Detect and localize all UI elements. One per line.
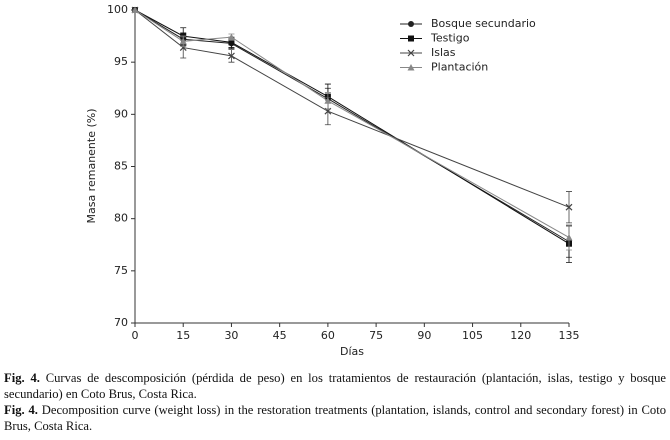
series-line	[134, 9, 570, 243]
point	[228, 39, 235, 46]
x-tick-label: 30	[224, 329, 238, 342]
caption-es: Fig. 4. Curvas de descomposición (pérdid…	[4, 370, 666, 402]
point	[179, 44, 187, 51]
legend-label: Bosque secundario	[431, 17, 536, 30]
y-tick-label: 70	[114, 316, 128, 329]
x-tick-label: 15	[176, 329, 190, 342]
point	[565, 203, 573, 211]
point	[324, 97, 332, 104]
legend-label: Testigo	[430, 32, 470, 45]
y-tick-label: 80	[114, 212, 128, 225]
caption-text: Decomposition curve (weight loss) in the…	[4, 403, 666, 433]
x-tick-label: 0	[132, 329, 139, 342]
caption-text: Curvas de descomposición (pérdida de pes…	[4, 371, 666, 401]
caption: Fig. 4. Curvas de descomposición (pérdid…	[4, 370, 666, 434]
x-tick-label: 120	[510, 329, 531, 342]
chart: Masa remanente (%) Días 70 75 80 85 90 95 100 0…	[85, 3, 580, 358]
point	[228, 52, 235, 60]
x-tick-label: 135	[559, 329, 580, 342]
point	[407, 49, 415, 57]
x-tick-label: 105	[462, 329, 483, 342]
x-tick-label: 45	[273, 329, 287, 342]
x-tick-label: 90	[417, 329, 431, 342]
caption-en: Fig. 4. Decomposition curve (weight loss…	[4, 402, 666, 434]
legend-label: Islas	[431, 46, 456, 59]
series-line	[134, 9, 570, 245]
caption-label: Fig. 4.	[4, 371, 40, 385]
y-tick-label: 90	[114, 107, 128, 120]
y-tick-label: 75	[114, 264, 128, 277]
x-tick-label: 75	[369, 329, 383, 342]
caption-label: Fig. 4.	[4, 403, 38, 417]
point	[565, 233, 573, 241]
y-tick-label: 85	[114, 160, 128, 173]
y-axis-label: Masa remanente (%)	[85, 108, 98, 223]
x-tick-label: 60	[321, 329, 335, 342]
point	[227, 33, 235, 41]
point	[408, 35, 414, 42]
point	[131, 6, 139, 13]
x-axis-label: Días	[340, 345, 364, 358]
y-tick-label: 100	[107, 3, 128, 16]
point	[408, 21, 414, 27]
y-tick-label: 95	[114, 55, 128, 68]
point	[179, 37, 187, 45]
legend-label: Plantación	[431, 61, 488, 74]
point	[407, 64, 415, 71]
